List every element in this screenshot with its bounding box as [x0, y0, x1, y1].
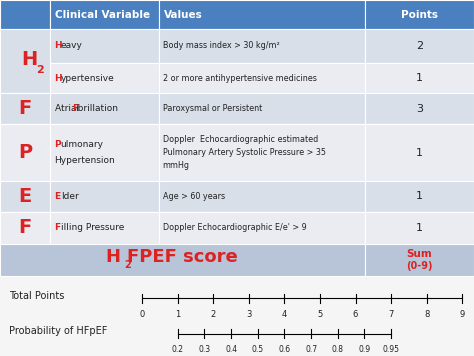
Text: 1: 1	[416, 73, 423, 83]
Text: Values: Values	[164, 10, 202, 20]
Text: lder: lder	[61, 192, 78, 201]
Text: Total Points: Total Points	[9, 291, 65, 301]
Text: H: H	[106, 248, 121, 266]
Bar	[365, 63, 474, 94]
Bar	[365, 0, 474, 29]
Text: 7: 7	[388, 309, 394, 319]
Text: 0.5: 0.5	[252, 345, 264, 354]
Text: Doppler  Echocardiographic estimated: Doppler Echocardiographic estimated	[163, 135, 318, 144]
Bar	[365, 181, 474, 211]
Text: H: H	[21, 51, 37, 69]
Bar	[159, 181, 365, 211]
Bar	[159, 124, 365, 181]
Text: Probability of HFpEF: Probability of HFpEF	[9, 326, 108, 336]
Text: 6: 6	[353, 309, 358, 319]
Bar	[0, 124, 50, 181]
Text: F: F	[18, 218, 31, 237]
Text: 2: 2	[124, 260, 131, 270]
Bar	[0, 0, 50, 29]
Text: E: E	[55, 192, 61, 201]
Bar	[0, 244, 365, 276]
Text: Body mass index > 30 kg/m²: Body mass index > 30 kg/m²	[163, 42, 279, 51]
Text: Sum: Sum	[407, 249, 432, 259]
Text: 2 or more antihypertensive medicines: 2 or more antihypertensive medicines	[163, 74, 317, 83]
Text: E: E	[18, 187, 31, 206]
Bar	[159, 29, 365, 63]
Bar	[0, 94, 50, 124]
Bar	[159, 63, 365, 94]
Text: P: P	[55, 140, 61, 150]
Text: eavy: eavy	[61, 42, 82, 51]
Text: Atrial: Atrial	[55, 104, 82, 113]
Text: Clinical Variable: Clinical Variable	[55, 10, 150, 20]
Text: 0.8: 0.8	[332, 345, 344, 354]
Bar	[159, 94, 365, 124]
Bar	[50, 94, 159, 124]
Text: ibrillation: ibrillation	[75, 104, 118, 113]
Bar	[50, 124, 159, 181]
Text: 1: 1	[416, 222, 423, 232]
Bar	[365, 211, 474, 244]
Bar	[50, 211, 159, 244]
Bar	[50, 181, 159, 211]
Text: 8: 8	[424, 309, 429, 319]
Text: Doppler Echocardiographic E/e' > 9: Doppler Echocardiographic E/e' > 9	[163, 223, 306, 232]
Text: 0.9: 0.9	[358, 345, 371, 354]
Text: illing Pressure: illing Pressure	[61, 223, 124, 232]
Bar	[50, 63, 159, 94]
Text: Pulmonary Artery Systolic Pressure > 35: Pulmonary Artery Systolic Pressure > 35	[163, 148, 326, 157]
Text: 4: 4	[282, 309, 287, 319]
Text: H: H	[55, 74, 62, 83]
Text: 5: 5	[317, 309, 323, 319]
Text: mmHg: mmHg	[163, 161, 190, 170]
Bar	[0, 211, 50, 244]
Text: 1: 1	[175, 309, 181, 319]
Bar	[365, 124, 474, 181]
Text: Paroxysmal or Persistent: Paroxysmal or Persistent	[163, 104, 262, 113]
Text: H: H	[55, 42, 62, 51]
Text: 0: 0	[139, 309, 145, 319]
Text: 0.3: 0.3	[198, 345, 210, 354]
Bar	[50, 0, 159, 29]
Text: 2: 2	[210, 309, 216, 319]
Text: 0.6: 0.6	[278, 345, 291, 354]
Text: 2: 2	[36, 64, 44, 75]
Text: 3: 3	[416, 104, 423, 114]
Bar	[159, 0, 365, 29]
Text: Age > 60 years: Age > 60 years	[163, 192, 225, 201]
Text: 0.4: 0.4	[225, 345, 237, 354]
Bar	[50, 29, 159, 63]
Text: Points: Points	[401, 10, 438, 20]
Text: Hypertension: Hypertension	[55, 156, 115, 164]
Bar	[365, 244, 474, 276]
Text: 0.7: 0.7	[305, 345, 317, 354]
Text: (0-9): (0-9)	[406, 261, 433, 271]
Text: 1: 1	[416, 147, 423, 157]
Text: 1: 1	[416, 191, 423, 201]
Bar	[0, 181, 50, 211]
Text: F: F	[18, 99, 31, 118]
Bar	[365, 94, 474, 124]
Text: 0.2: 0.2	[172, 345, 184, 354]
Text: ulmonary: ulmonary	[61, 140, 104, 150]
Text: 0.95: 0.95	[383, 345, 400, 354]
Text: FPEF score: FPEF score	[127, 248, 238, 266]
Text: F: F	[72, 104, 78, 113]
Bar	[365, 29, 474, 63]
Bar	[0, 29, 50, 94]
Text: 3: 3	[246, 309, 252, 319]
Bar	[159, 211, 365, 244]
Text: F: F	[55, 223, 61, 232]
Text: ypertensive: ypertensive	[61, 74, 114, 83]
Text: 9: 9	[459, 309, 465, 319]
Text: 2: 2	[416, 41, 423, 51]
Text: P: P	[18, 143, 32, 162]
